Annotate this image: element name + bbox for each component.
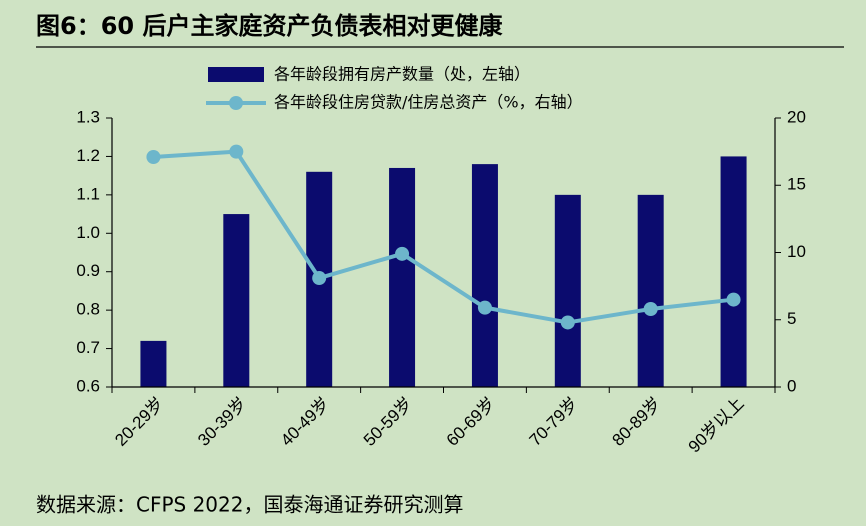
y2-tick-label: 5 xyxy=(787,309,796,328)
line-marker xyxy=(477,300,492,315)
bar xyxy=(389,167,416,387)
bar xyxy=(140,340,167,387)
bar xyxy=(720,156,747,387)
line-marker xyxy=(146,150,161,165)
y-tick-label: 1.3 xyxy=(76,107,100,126)
line xyxy=(153,149,734,325)
chart-title: 图6：60 后户主家庭资产负债表相对更健康 xyxy=(36,12,503,40)
y2-tick-label: 15 xyxy=(787,175,806,194)
y2-tick-label: 10 xyxy=(787,242,806,261)
y-tick-label: 0.8 xyxy=(76,300,100,319)
line-marker xyxy=(229,144,244,159)
bar xyxy=(637,194,664,387)
y2-tick-label: 0 xyxy=(787,376,796,395)
line-marker xyxy=(643,301,658,316)
y-tick-label: 0.9 xyxy=(76,261,100,280)
legend-swatch xyxy=(208,67,264,82)
y-tick-label: 0.6 xyxy=(76,376,100,395)
y-tick-label: 1.2 xyxy=(76,146,100,165)
y-tick-label: 1.0 xyxy=(76,223,100,242)
y-tick-label: 0.7 xyxy=(76,338,100,357)
y2-tick-label: 20 xyxy=(787,107,806,126)
legend: 各年龄段拥有房产数量（处，左轴） 各年龄段住房贷款/住房总资产（%，右轴） xyxy=(206,65,583,112)
line-marker xyxy=(560,315,575,330)
line-marker xyxy=(395,246,410,261)
legend-swatch xyxy=(229,96,243,110)
bar xyxy=(554,194,581,387)
source-note: 数据来源：CFPS 2022，国泰海通证券研究测算 xyxy=(36,493,463,517)
bar xyxy=(471,164,498,387)
legend-label: 各年龄段住房贷款/住房总资产（%，右轴） xyxy=(274,93,583,112)
line-marker xyxy=(726,292,741,307)
bar xyxy=(223,214,250,387)
line-marker xyxy=(312,271,327,286)
y-tick-label: 1.1 xyxy=(76,184,100,203)
legend-label: 各年龄段拥有房产数量（处，左轴） xyxy=(274,65,530,84)
